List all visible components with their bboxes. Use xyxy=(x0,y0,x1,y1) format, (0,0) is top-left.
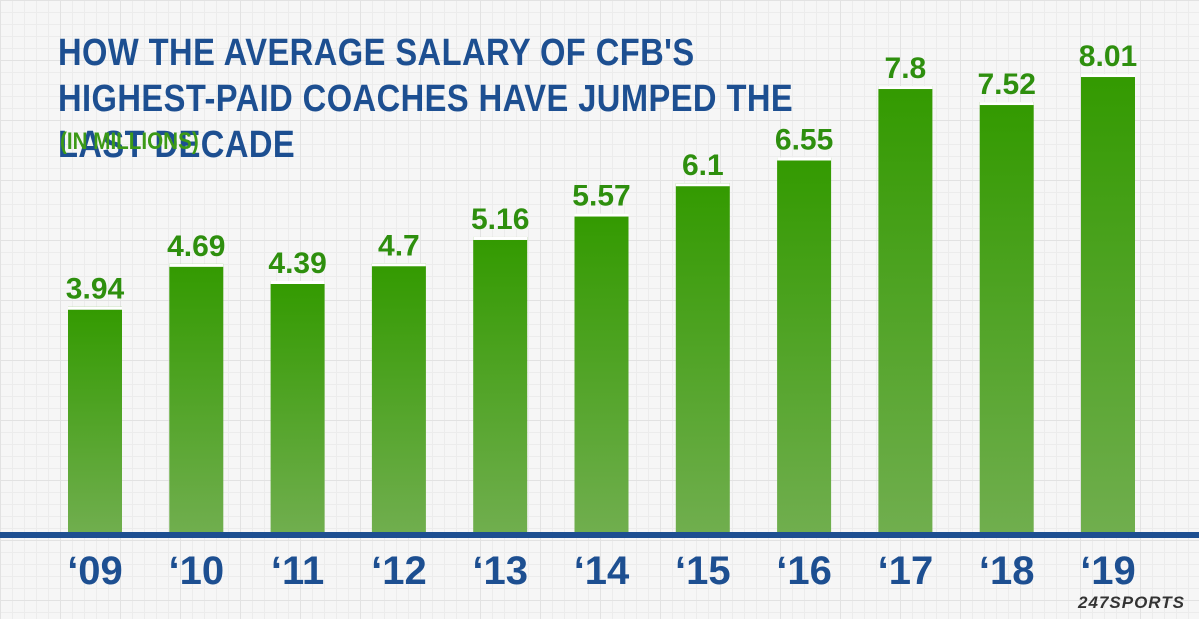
value-label-4: 5.16 xyxy=(471,203,529,236)
bar-cap-1 xyxy=(169,263,224,267)
tick-label-2: ‘11 xyxy=(271,549,324,593)
bar-cap-4 xyxy=(473,236,528,240)
bar-1 xyxy=(169,263,224,532)
bar-10 xyxy=(1081,74,1135,532)
chart-subtitle: (IN MILLIONS) xyxy=(60,128,199,155)
bar-9 xyxy=(979,102,1034,532)
brand-logo: 247SPORTS xyxy=(1078,593,1185,612)
tick-label-10: ‘19 xyxy=(1080,549,1136,593)
value-label-1: 4.69 xyxy=(167,230,225,263)
bar-cap-3 xyxy=(371,263,426,267)
tick-label-8: ‘17 xyxy=(878,549,934,593)
value-label-7: 6.55 xyxy=(775,124,833,157)
value-labels-group: 3.94 4.69 4.39 4.7 5.16 5.57 6.1 6.55 7.8 7.52 8.0… xyxy=(66,40,1137,306)
tick-label-3: ‘12 xyxy=(371,549,427,593)
value-label-6: 6.1 xyxy=(682,149,724,182)
tick-label-9: ‘18 xyxy=(979,549,1035,593)
tick-label-6: ‘15 xyxy=(675,549,731,593)
bar-6 xyxy=(675,183,730,532)
bar-cap-8 xyxy=(878,86,933,90)
tick-label-0: ‘09 xyxy=(67,549,123,593)
bar-4 xyxy=(473,236,528,532)
bar-cap-6 xyxy=(675,183,730,187)
tick-label-4: ‘13 xyxy=(472,549,528,593)
tick-label-1: ‘10 xyxy=(168,549,224,593)
value-label-2: 4.39 xyxy=(268,247,326,280)
bar-cap-5 xyxy=(574,213,629,217)
bar-2 xyxy=(270,281,325,532)
value-label-9: 7.52 xyxy=(978,68,1036,101)
chart-title: HOW THE AVERAGE SALARY OF CFB'S HIGHEST-… xyxy=(58,32,794,166)
x-axis-baseline xyxy=(0,532,1199,538)
bar-0 xyxy=(68,306,122,532)
bar-cap-2 xyxy=(270,281,325,284)
value-label-5: 5.57 xyxy=(572,180,630,213)
tick-labels-group: ‘09 ‘10 ‘11 ‘12 ‘13 ‘14 ‘15 ‘16 ‘17 ‘18 ‘19 xyxy=(67,549,1136,593)
bars-group xyxy=(68,74,1135,533)
tick-label-5: ‘14 xyxy=(574,549,630,593)
bar-7 xyxy=(777,157,832,532)
bar-cap-9 xyxy=(979,102,1034,106)
bar-cap-7 xyxy=(777,157,832,161)
value-label-3: 4.7 xyxy=(378,229,420,262)
value-label-8: 7.8 xyxy=(885,52,927,85)
tick-label-7: ‘16 xyxy=(776,549,832,593)
bar-3 xyxy=(371,263,426,532)
value-label-10: 8.01 xyxy=(1079,40,1137,73)
bar-cap-0 xyxy=(68,306,122,310)
bar-cap-10 xyxy=(1081,74,1135,78)
bar-5 xyxy=(574,213,629,533)
value-label-0: 3.94 xyxy=(66,273,125,306)
bar-8 xyxy=(878,86,933,532)
